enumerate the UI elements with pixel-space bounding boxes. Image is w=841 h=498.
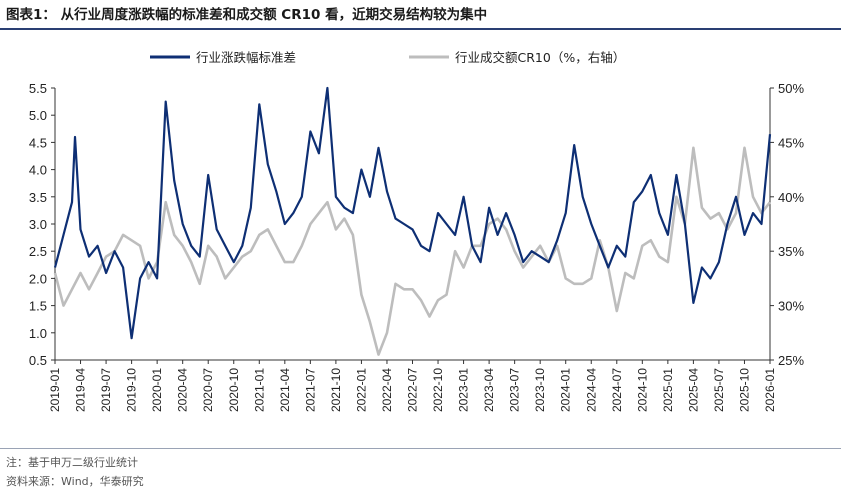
series-line-cr10 (53, 146, 772, 356)
x-tick-label: 2019-01 (48, 368, 62, 412)
x-tick-label: 2025-04 (686, 368, 700, 412)
x-tick-label: 2025-07 (712, 368, 726, 412)
x-tick-label: 2022-10 (431, 368, 445, 412)
legend-label-1: 行业成交额CR10（%，右轴） (455, 50, 625, 65)
series-line-std-dev (53, 86, 772, 340)
right-tick-label: 30% (778, 299, 804, 314)
figure-title: 图表1： 从行业周度涨跌幅的标准差和成交额 CR10 看，近期交易结构较为集中 (6, 7, 488, 23)
x-tick-label: 2022-07 (406, 368, 420, 412)
left-tick-label: 1.0 (29, 326, 47, 341)
x-tick-label: 2025-10 (737, 368, 751, 412)
x-tick-label: 2022-01 (354, 368, 368, 412)
left-tick-label: 4.5 (29, 135, 47, 150)
x-tick-label: 2023-04 (482, 368, 496, 412)
x-tick-label: 2024-01 (559, 368, 573, 412)
legend-label-0: 行业涨跌幅标准差 (196, 50, 296, 65)
x-tick-label: 2024-10 (635, 368, 649, 412)
x-tick-label: 2019-04 (74, 368, 88, 412)
left-tick-label: 2.5 (29, 244, 47, 259)
x-tick-label: 2023-10 (533, 368, 547, 412)
x-tick-label: 2020-04 (176, 368, 190, 412)
x-tick-label: 2019-07 (99, 368, 113, 412)
footer-rule (0, 448, 841, 449)
right-tick-label: 50% (778, 81, 804, 96)
x-tick-label: 2023-07 (508, 368, 522, 412)
x-tick-label: 2021-10 (329, 368, 343, 412)
x-tick-label: 2021-01 (252, 368, 266, 412)
x-tick-label: 2020-07 (201, 368, 215, 412)
left-tick-label: 3.0 (29, 217, 47, 232)
right-tick-label: 40% (778, 190, 804, 205)
left-tick-label: 2.0 (29, 271, 47, 286)
x-tick-label: 2022-04 (380, 368, 394, 412)
right-tick-label: 35% (778, 244, 804, 259)
left-tick-label: 5.5 (29, 81, 47, 96)
left-tick-label: 0.5 (29, 353, 47, 368)
x-tick-label: 2020-01 (150, 368, 164, 412)
dual-axis-line-chart: 0.5 1.0 1.5 2.0 2.5 3.0 3.5 4.0 4.5 5.0 5.5 25% 30% 3… (29, 50, 805, 412)
x-tick-label: 2023-01 (457, 368, 471, 412)
left-tick-label: 3.5 (29, 190, 47, 205)
x-tick-label: 2025-01 (661, 368, 675, 412)
x-tick-label: 2026-01 (763, 368, 777, 412)
x-tick-label: 2019-10 (125, 368, 139, 412)
x-tick-label: 2024-04 (584, 368, 598, 412)
footnote: 注：基于申万二级行业统计 (6, 456, 138, 469)
left-tick-label: 5.0 (29, 108, 47, 123)
x-tick-label: 2020-10 (227, 368, 241, 412)
x-tick-label: 2024-07 (610, 368, 624, 412)
left-tick-label: 4.0 (29, 163, 47, 178)
x-tick-label: 2021-04 (278, 368, 292, 412)
left-tick-label: 1.5 (29, 299, 47, 314)
right-tick-label: 45% (778, 135, 804, 150)
source-note: 资料来源：Wind，华泰研究 (6, 475, 144, 488)
title-rule (0, 28, 841, 30)
right-tick-label: 25% (778, 353, 804, 368)
x-tick-label: 2021-07 (303, 368, 317, 412)
